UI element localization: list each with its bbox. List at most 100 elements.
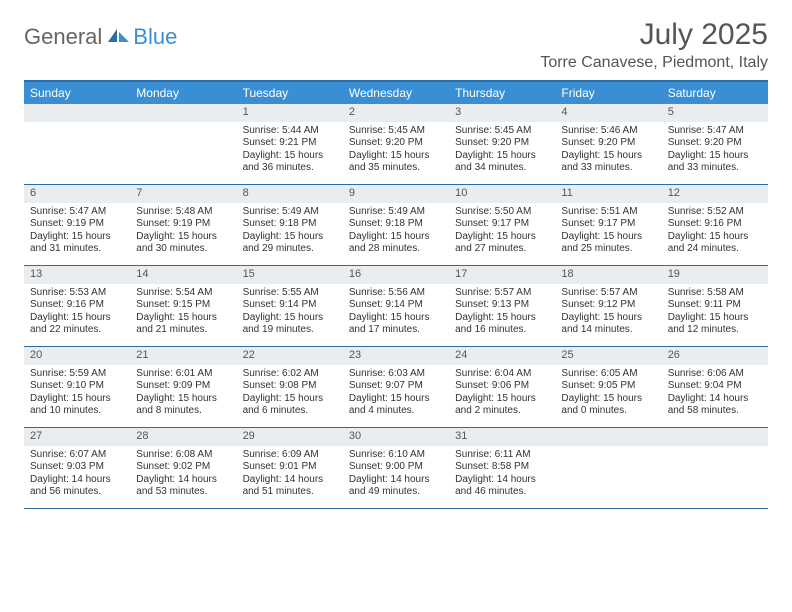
day-detail: Sunrise: 5:46 AMSunset: 9:20 PMDaylight:… (555, 122, 661, 179)
day-number: 22 (237, 347, 343, 365)
logo: General Blue (24, 24, 177, 50)
sunset-line: Sunset: 9:18 PM (243, 218, 337, 231)
day-number: 18 (555, 266, 661, 284)
calendar-cell: 14Sunrise: 5:54 AMSunset: 9:15 PMDayligh… (130, 266, 236, 346)
sunrise-line: Sunrise: 5:56 AM (349, 287, 443, 300)
sunset-line: Sunset: 9:16 PM (30, 299, 124, 312)
sunset-line: Sunset: 9:21 PM (243, 137, 337, 150)
day-detail: Sunrise: 6:05 AMSunset: 9:05 PMDaylight:… (555, 365, 661, 422)
day-of-week-label: Monday (130, 82, 236, 104)
day-number: 29 (237, 428, 343, 446)
daylight-line: Daylight: 15 hours and 8 minutes. (136, 393, 230, 418)
day-of-week-label: Wednesday (343, 82, 449, 104)
daylight-line: Daylight: 14 hours and 51 minutes. (243, 474, 337, 499)
sunrise-line: Sunrise: 6:11 AM (455, 449, 549, 462)
day-number: 23 (343, 347, 449, 365)
sunrise-line: Sunrise: 6:02 AM (243, 368, 337, 381)
daylight-line: Daylight: 15 hours and 0 minutes. (561, 393, 655, 418)
day-detail: Sunrise: 5:51 AMSunset: 9:17 PMDaylight:… (555, 203, 661, 260)
sunrise-line: Sunrise: 5:48 AM (136, 206, 230, 219)
day-detail: Sunrise: 6:06 AMSunset: 9:04 PMDaylight:… (662, 365, 768, 422)
day-number: 30 (343, 428, 449, 446)
sunrise-line: Sunrise: 5:45 AM (455, 125, 549, 138)
sunrise-line: Sunrise: 5:51 AM (561, 206, 655, 219)
day-detail: Sunrise: 6:03 AMSunset: 9:07 PMDaylight:… (343, 365, 449, 422)
day-detail (24, 122, 130, 172)
calendar-cell: 2Sunrise: 5:45 AMSunset: 9:20 PMDaylight… (343, 104, 449, 184)
daylight-line: Daylight: 15 hours and 33 minutes. (561, 150, 655, 175)
sunset-line: Sunset: 9:15 PM (136, 299, 230, 312)
calendar-week-row: 6Sunrise: 5:47 AMSunset: 9:19 PMDaylight… (24, 185, 768, 266)
calendar-cell: 27Sunrise: 6:07 AMSunset: 9:03 PMDayligh… (24, 428, 130, 508)
sunset-line: Sunset: 9:11 PM (668, 299, 762, 312)
sunrise-line: Sunrise: 6:09 AM (243, 449, 337, 462)
sunrise-line: Sunrise: 5:52 AM (668, 206, 762, 219)
sunrise-line: Sunrise: 5:53 AM (30, 287, 124, 300)
sunset-line: Sunset: 9:04 PM (668, 380, 762, 393)
day-number (555, 428, 661, 446)
day-detail: Sunrise: 5:53 AMSunset: 9:16 PMDaylight:… (24, 284, 130, 341)
sunrise-line: Sunrise: 5:47 AM (30, 206, 124, 219)
daylight-line: Daylight: 15 hours and 19 minutes. (243, 312, 337, 337)
day-number: 16 (343, 266, 449, 284)
daylight-line: Daylight: 15 hours and 35 minutes. (349, 150, 443, 175)
daylight-line: Daylight: 15 hours and 36 minutes. (243, 150, 337, 175)
calendar-cell: 6Sunrise: 5:47 AMSunset: 9:19 PMDaylight… (24, 185, 130, 265)
calendar-cell: 24Sunrise: 6:04 AMSunset: 9:06 PMDayligh… (449, 347, 555, 427)
calendar-cell: 28Sunrise: 6:08 AMSunset: 9:02 PMDayligh… (130, 428, 236, 508)
day-detail: Sunrise: 5:57 AMSunset: 9:12 PMDaylight:… (555, 284, 661, 341)
sunrise-line: Sunrise: 5:50 AM (455, 206, 549, 219)
calendar-cell (24, 104, 130, 184)
location: Torre Canavese, Piedmont, Italy (540, 54, 768, 72)
sunrise-line: Sunrise: 5:46 AM (561, 125, 655, 138)
daylight-line: Daylight: 14 hours and 56 minutes. (30, 474, 124, 499)
calendar-cell: 21Sunrise: 6:01 AMSunset: 9:09 PMDayligh… (130, 347, 236, 427)
calendar-cell: 29Sunrise: 6:09 AMSunset: 9:01 PMDayligh… (237, 428, 343, 508)
sunset-line: Sunset: 9:20 PM (561, 137, 655, 150)
sunrise-line: Sunrise: 6:07 AM (30, 449, 124, 462)
daylight-line: Daylight: 15 hours and 14 minutes. (561, 312, 655, 337)
month-title: July 2025 (540, 18, 768, 52)
sunset-line: Sunset: 9:17 PM (561, 218, 655, 231)
calendar-cell: 17Sunrise: 5:57 AMSunset: 9:13 PMDayligh… (449, 266, 555, 346)
day-number: 28 (130, 428, 236, 446)
daylight-line: Daylight: 15 hours and 17 minutes. (349, 312, 443, 337)
day-number: 4 (555, 104, 661, 122)
calendar-cell: 10Sunrise: 5:50 AMSunset: 9:17 PMDayligh… (449, 185, 555, 265)
sunrise-line: Sunrise: 6:05 AM (561, 368, 655, 381)
sunrise-line: Sunrise: 6:01 AM (136, 368, 230, 381)
day-detail: Sunrise: 6:10 AMSunset: 9:00 PMDaylight:… (343, 446, 449, 503)
day-detail: Sunrise: 6:01 AMSunset: 9:09 PMDaylight:… (130, 365, 236, 422)
day-of-week-label: Tuesday (237, 82, 343, 104)
sunset-line: Sunset: 9:05 PM (561, 380, 655, 393)
day-number: 3 (449, 104, 555, 122)
calendar-cell: 19Sunrise: 5:58 AMSunset: 9:11 PMDayligh… (662, 266, 768, 346)
sunset-line: Sunset: 9:20 PM (455, 137, 549, 150)
logo-text-general: General (24, 24, 102, 50)
day-of-week-label: Thursday (449, 82, 555, 104)
sunrise-line: Sunrise: 6:08 AM (136, 449, 230, 462)
day-number: 21 (130, 347, 236, 365)
calendar-cell: 12Sunrise: 5:52 AMSunset: 9:16 PMDayligh… (662, 185, 768, 265)
sunrise-line: Sunrise: 6:06 AM (668, 368, 762, 381)
day-number: 25 (555, 347, 661, 365)
calendar-cell: 8Sunrise: 5:49 AMSunset: 9:18 PMDaylight… (237, 185, 343, 265)
daylight-line: Daylight: 14 hours and 58 minutes. (668, 393, 762, 418)
calendar-cell: 16Sunrise: 5:56 AMSunset: 9:14 PMDayligh… (343, 266, 449, 346)
sunset-line: Sunset: 9:03 PM (30, 461, 124, 474)
day-detail: Sunrise: 5:47 AMSunset: 9:20 PMDaylight:… (662, 122, 768, 179)
daylight-line: Daylight: 15 hours and 10 minutes. (30, 393, 124, 418)
day-number (130, 104, 236, 122)
sunset-line: Sunset: 9:09 PM (136, 380, 230, 393)
day-number: 13 (24, 266, 130, 284)
day-number: 2 (343, 104, 449, 122)
daylight-line: Daylight: 15 hours and 6 minutes. (243, 393, 337, 418)
day-detail: Sunrise: 5:50 AMSunset: 9:17 PMDaylight:… (449, 203, 555, 260)
day-detail (662, 446, 768, 496)
logo-text-blue: Blue (133, 24, 177, 50)
daylight-line: Daylight: 15 hours and 16 minutes. (455, 312, 549, 337)
sunrise-line: Sunrise: 5:47 AM (668, 125, 762, 138)
sunrise-line: Sunrise: 5:49 AM (349, 206, 443, 219)
calendar-cell (555, 428, 661, 508)
header: General Blue July 2025 Torre Canavese, P… (24, 18, 768, 72)
